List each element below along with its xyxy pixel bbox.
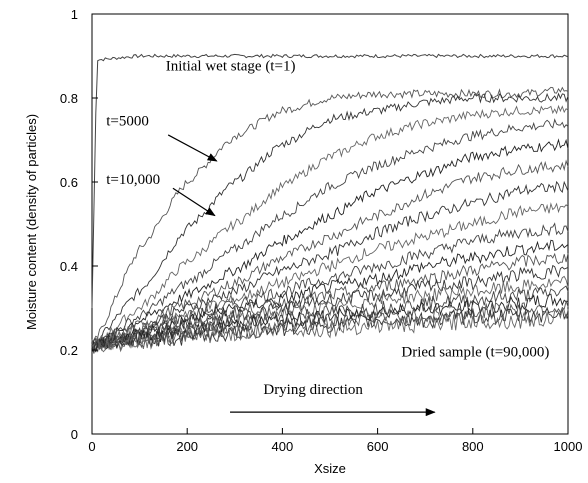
x-tick-label: 600 [367,439,389,454]
series-line-13 [91,275,569,351]
y-tick-label: 0.6 [60,175,78,190]
annotation-layer: Initial wet stage (t=1) t=5000 t=10,000 Dri… [106,59,549,417]
series-layer [91,53,569,354]
series-line-10 [91,239,569,350]
series-line-3 [91,104,569,351]
annotation-label: Initial wet stage (t=1) [166,59,296,75]
series-line-18 [91,307,569,353]
series-line-4 [91,118,569,347]
series-line-0 [91,53,569,309]
series-line-5 [91,138,569,348]
y-tick-label: 1 [71,7,78,22]
x-axis-title: Xsize [314,461,346,476]
x-tick-label: 200 [176,439,198,454]
series-line-9 [91,222,569,352]
annotation-arrow [172,187,216,217]
annotation-label: t=5000 [106,113,149,129]
annotation-label: Dried sample (t=90,000) [401,344,549,360]
x-tick-label: 1000 [554,439,583,454]
series-line-2 [91,92,569,348]
series-line-8 [91,202,569,348]
y-tick-label: 0.4 [60,259,78,274]
plot-area [91,13,569,435]
y-tick-label: 0 [71,427,78,442]
x-tick-label: 400 [272,439,294,454]
x-tick-label: 800 [462,439,484,454]
annotation-arrow [167,134,218,162]
axis-layer: 0 200 400 600 800 1000 0 0.2 0.4 0.6 0.8 1 [60,7,583,454]
series-line-7 [91,180,569,352]
y-axis-title: Moisture content (density of particles) [24,114,39,330]
series-line-17 [91,306,569,354]
annotation-label: t=10,000 [106,172,160,188]
annotation-label: Drying direction [263,382,363,398]
series-line-1 [91,86,569,345]
y-tick-label: 0.8 [60,91,78,106]
series-line-6 [91,159,569,349]
x-tick-label: 0 [88,439,95,454]
y-tick-label: 0.2 [60,343,78,358]
